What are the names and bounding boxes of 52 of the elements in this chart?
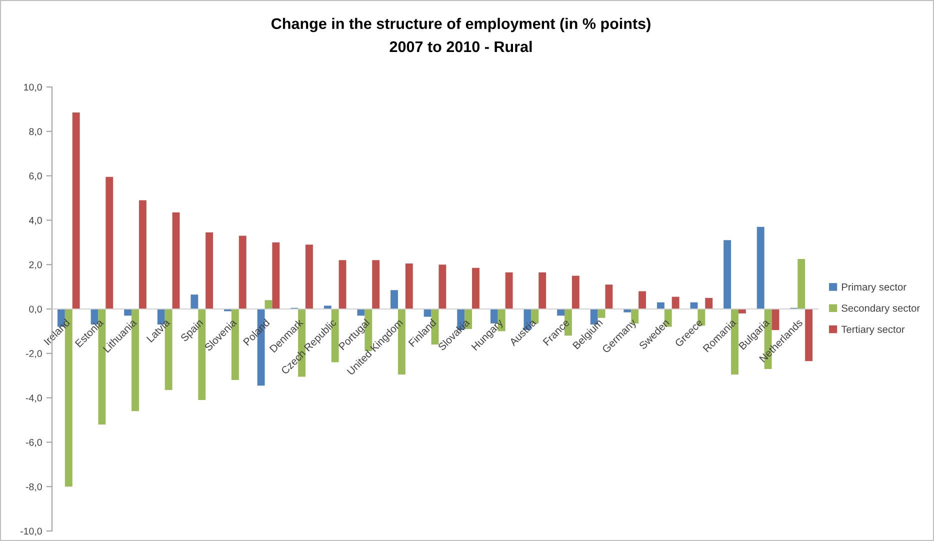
bar — [624, 309, 632, 312]
bar — [472, 268, 480, 309]
y-tick-label: 8,0 — [29, 128, 42, 136]
bar — [572, 276, 580, 309]
bar — [190, 294, 198, 309]
y-tick-label: -4,0 — [26, 394, 42, 403]
bar — [405, 263, 413, 309]
bar — [724, 240, 732, 309]
bar — [805, 309, 813, 362]
bar — [272, 242, 280, 309]
bar — [72, 112, 80, 309]
bar — [756, 226, 764, 309]
bar — [605, 284, 613, 309]
y-tick-label: -6,0 — [26, 438, 42, 447]
bar — [338, 260, 346, 309]
y-tick-label: -8,0 — [26, 483, 42, 492]
legend-label: Tertiary sector — [841, 325, 905, 335]
bar — [705, 298, 713, 309]
y-tick-label: 2,0 — [29, 261, 42, 270]
bar — [138, 200, 146, 309]
bar — [638, 291, 646, 309]
bar — [738, 309, 746, 314]
bar — [557, 309, 564, 316]
bar — [505, 272, 513, 309]
bar — [238, 236, 246, 309]
bar — [672, 296, 680, 309]
bar — [124, 309, 132, 316]
bar — [656, 302, 664, 309]
bar — [306, 244, 313, 309]
bar — [438, 264, 446, 309]
chart-subtitle: 2007 to 2010 - Rural — [390, 40, 532, 52]
bar — [538, 272, 546, 309]
bar — [372, 260, 380, 309]
bar — [106, 176, 114, 309]
bar — [324, 306, 332, 309]
bar — [264, 300, 272, 309]
bar — [424, 309, 432, 317]
y-tick-label: 4,0 — [28, 216, 42, 225]
y-tick-label: -10,0 — [20, 528, 42, 536]
bar — [172, 212, 180, 309]
bar — [390, 290, 398, 309]
bar — [598, 309, 606, 318]
y-tick-label: -2,0 — [26, 350, 42, 358]
legend-label: Secondary sector — [842, 304, 920, 314]
bar — [798, 259, 806, 309]
legend-label: Primary sector — [842, 283, 906, 293]
y-tick-label: 0,0 — [29, 306, 42, 314]
chart-title: Change in the structure of employment (in % points) — [272, 18, 650, 32]
y-tick-label: 6,0 — [29, 172, 42, 181]
bar — [206, 232, 214, 309]
bar — [357, 309, 365, 316]
y-tick-label: 10,0 — [24, 84, 42, 92]
